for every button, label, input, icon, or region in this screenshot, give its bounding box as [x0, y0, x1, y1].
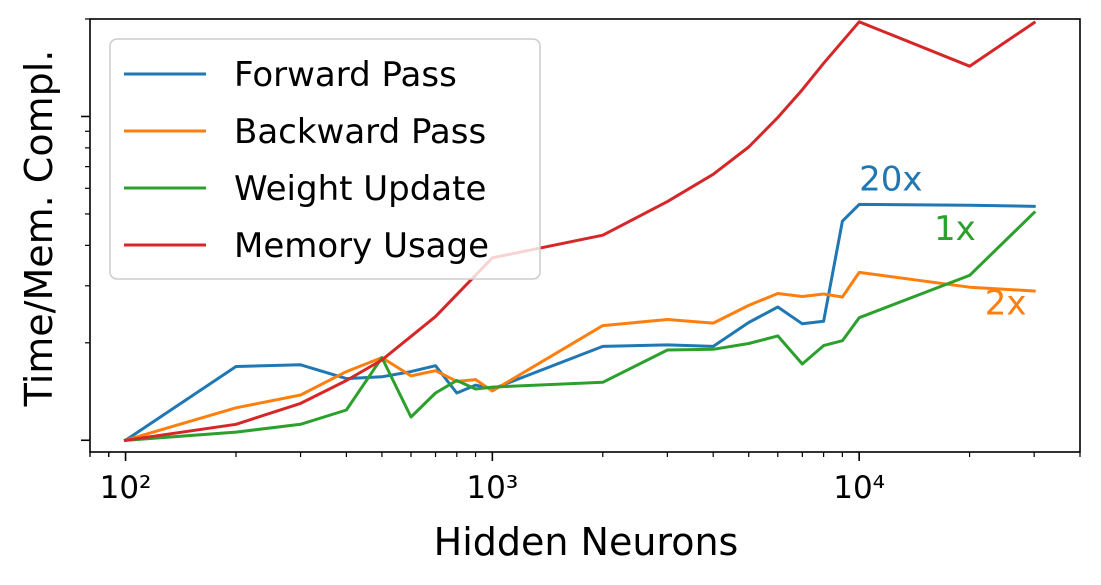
- x-tick-label: 10⁴: [833, 470, 885, 506]
- legend-entry: Memory Usage: [234, 226, 489, 266]
- annotation-label: 2x: [985, 283, 1027, 323]
- series-layer: [123, 20, 1037, 443]
- series-line-weight-update: [123, 210, 1037, 442]
- series-line-backward-pass: [123, 270, 1036, 443]
- series-line-memory-usage: [123, 20, 1037, 442]
- tick-layer: 10² 10³ 10⁴: [81, 18, 1081, 506]
- annotation-label: 1x: [934, 209, 976, 249]
- x-axis-label: Hidden Neurons: [434, 520, 739, 564]
- y-axis-label: Time/Mem. Compl.: [17, 50, 61, 408]
- annotation-label: 20x: [859, 160, 922, 200]
- legend-box: [109, 38, 541, 280]
- x-tick-label: 10²: [100, 470, 152, 506]
- legend-entry: Forward Pass: [234, 55, 457, 95]
- legend-entry: Backward Pass: [234, 112, 486, 152]
- plot-frame: [89, 18, 1081, 453]
- legend-entry: Weight Update: [234, 169, 486, 209]
- legend: Forward Pass Backward Pass Weight Update Me…: [109, 38, 541, 280]
- x-tick-label: 10³: [466, 470, 518, 506]
- series-line-forward-pass: [123, 202, 1036, 443]
